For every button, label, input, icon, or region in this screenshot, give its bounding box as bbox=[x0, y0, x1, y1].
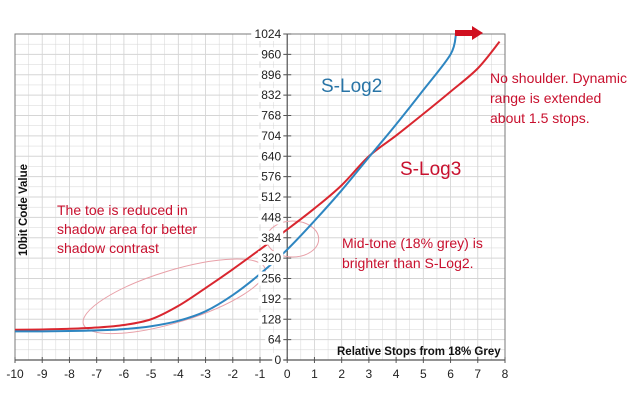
y-tick-label-bg bbox=[272, 353, 284, 367]
x-tick-label: -7 bbox=[91, 367, 102, 381]
slog3-label: S-Log3 bbox=[400, 159, 461, 180]
y-tick-label-bg bbox=[258, 88, 284, 103]
x-tick-label: -10 bbox=[6, 367, 24, 381]
slog2-label: S-Log2 bbox=[321, 76, 382, 97]
x-tick-label: -1 bbox=[255, 367, 266, 381]
midtone-annotation-line-2: brighter than S-Log2. bbox=[342, 255, 474, 271]
x-tick-label: 8 bbox=[502, 367, 509, 381]
x-tick-label: -8 bbox=[64, 367, 75, 381]
y-tick-label-bg bbox=[258, 190, 284, 204]
y-tick-label-bg bbox=[258, 251, 284, 266]
series-line-s-log3 bbox=[14, 41, 501, 331]
y-tick-label-bg bbox=[265, 332, 284, 347]
ticks: 0641281922563203844485125766407047688328… bbox=[6, 27, 509, 381]
y-tick-label-bg bbox=[251, 27, 284, 41]
y-tick-label-bg bbox=[258, 230, 284, 245]
y-tick-label-bg bbox=[258, 210, 284, 225]
series bbox=[14, 33, 501, 333]
y-tick-label: 192 bbox=[261, 292, 281, 306]
y-tick-label: 768 bbox=[261, 109, 281, 123]
y-tick-label: 640 bbox=[261, 149, 281, 163]
y-tick-label: 896 bbox=[261, 68, 281, 82]
shoulder-annotation-line-3: about 1.5 stops. bbox=[490, 110, 590, 126]
y-tick-label: 64 bbox=[268, 333, 282, 347]
x-tick-label: -2 bbox=[227, 367, 238, 381]
x-tick-label: -9 bbox=[37, 367, 48, 381]
y-tick-label: 960 bbox=[261, 47, 281, 61]
toe-highlight-ellipse bbox=[82, 258, 266, 335]
y-tick-label-bg bbox=[258, 47, 284, 62]
shoulder-annotation-line-1: No shoulder. Dynamic bbox=[490, 70, 627, 86]
y-tick-label-bg bbox=[258, 312, 284, 327]
toe-annotation-line-3: shadow contrast bbox=[57, 240, 159, 256]
x-tick-label: 2 bbox=[338, 367, 345, 381]
x-tick-label: 4 bbox=[393, 367, 400, 381]
y-tick-label: 512 bbox=[261, 190, 281, 204]
y-tick-label: 320 bbox=[261, 251, 281, 265]
y-tick-label: 832 bbox=[261, 88, 281, 102]
y-tick-label: 1024 bbox=[255, 27, 282, 41]
y-tick-label-bg bbox=[258, 67, 284, 82]
x-tick-label: -3 bbox=[200, 367, 211, 381]
shoulder-annotation-line-2: range is extended bbox=[490, 90, 601, 106]
x-tick-label: 5 bbox=[420, 367, 427, 381]
y-tick-label: 704 bbox=[261, 129, 281, 143]
y-tick-label-bg bbox=[258, 271, 284, 286]
y-tick-label-bg bbox=[258, 108, 284, 123]
toe-annotation-line-1: The toe is reduced in bbox=[57, 202, 188, 218]
midtone-annotation-line-1: Mid-tone (18% grey) is bbox=[342, 235, 483, 251]
y-tick-label-bg bbox=[258, 291, 284, 306]
x-tick-label: 0 bbox=[284, 367, 291, 381]
y-tick-label: 576 bbox=[261, 170, 281, 184]
y-tick-label-bg bbox=[258, 149, 284, 164]
extension-arrow bbox=[455, 26, 483, 40]
y-tick-label: 128 bbox=[261, 312, 281, 326]
x-tick-label: -5 bbox=[146, 367, 157, 381]
x-tick-label: 3 bbox=[366, 367, 373, 381]
y-tick-label: 256 bbox=[261, 272, 281, 286]
y-axis-title: 10bit Code Value bbox=[18, 164, 30, 256]
x-tick-label: -6 bbox=[119, 367, 130, 381]
y-tick-label: 0 bbox=[275, 353, 282, 367]
x-tick-label: 7 bbox=[474, 367, 481, 381]
x-axis-title: Relative Stops from 18% Grey bbox=[337, 346, 501, 358]
x-tick-label: -4 bbox=[173, 367, 184, 381]
arrow-shaft bbox=[455, 30, 473, 36]
toe-annotation-line-2: shadow area for better bbox=[57, 221, 197, 237]
y-tick-label-bg bbox=[258, 169, 284, 184]
y-tick-label: 384 bbox=[261, 231, 281, 245]
arrow-head bbox=[472, 26, 483, 40]
y-tick-label-bg bbox=[258, 128, 284, 143]
x-tick-label: 6 bbox=[447, 367, 454, 381]
y-tick-label: 448 bbox=[261, 210, 281, 224]
x-tick-label: 1 bbox=[311, 367, 318, 381]
series-line-s-log2 bbox=[14, 33, 457, 333]
